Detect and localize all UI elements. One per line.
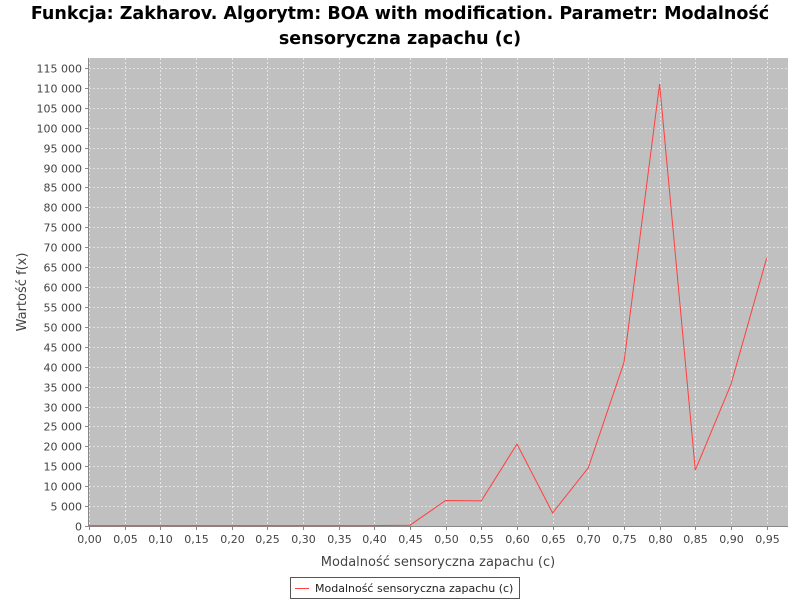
x-tick-label: 0,40 (362, 533, 387, 546)
y-tick-label: 60 000 (44, 282, 83, 295)
y-tick-label: 55 000 (44, 302, 83, 315)
y-tick-label: 100 000 (37, 123, 83, 136)
y-tick-label: 25 000 (44, 421, 83, 434)
x-tick-label: 0,20 (220, 533, 245, 546)
y-tick-label: 70 000 (44, 242, 83, 255)
y-tick-label: 30 000 (44, 402, 83, 415)
axes (88, 58, 788, 527)
y-tick-label: 50 000 (44, 322, 83, 335)
y-axis-ticks: 0 5 000 10 000 15 000 20 000 25 000 30 000 35 0… (37, 63, 89, 534)
x-tick-label: 0,45 (398, 533, 423, 546)
x-tick-label: 0,05 (113, 533, 138, 546)
x-tick-label: 0,95 (755, 533, 780, 546)
y-tick-label: 40 000 (44, 362, 83, 375)
y-tick-label: 115 000 (37, 63, 83, 76)
x-tick-label: 0,85 (683, 533, 708, 546)
y-axis-title: Wartość f(x) (15, 253, 30, 332)
legend-line-swatch (295, 587, 309, 589)
series-layer (89, 83, 768, 527)
x-tick-label: 0,65 (541, 533, 566, 546)
x-tick-label: 0,35 (327, 533, 352, 546)
x-tick-label: 0,00 (77, 533, 102, 546)
y-tick-label: 10 000 (44, 481, 83, 494)
x-tick-label: 0,25 (255, 533, 280, 546)
x-tick-label: 0,55 (469, 533, 494, 546)
x-axis-ticks: 0,00 0,05 0,10 0,15 0,20 0,25 0,30 0,35 0,40 0,45… (77, 526, 780, 546)
grid-lines (89, 58, 788, 527)
legend-label: Modalność sensoryczna zapachu (c) (315, 581, 514, 595)
y-tick-label: 75 000 (44, 222, 83, 235)
y-tick-label: 20 000 (44, 441, 83, 454)
x-tick-label: 0,90 (719, 533, 744, 546)
legend: Modalność sensoryczna zapachu (c) (290, 577, 521, 599)
x-tick-label: 0,50 (434, 533, 459, 546)
plot-area (89, 58, 788, 526)
x-tick-label: 0,80 (648, 533, 673, 546)
y-tick-label: 110 000 (37, 83, 83, 96)
x-tick-label: 0,30 (291, 533, 316, 546)
x-axis-title: Modalność sensoryczna zapachu (c) (321, 555, 555, 570)
x-tick-label: 0,60 (505, 533, 530, 546)
y-tick-label: 90 000 (44, 163, 83, 176)
y-tick-label: 45 000 (44, 342, 83, 355)
y-tick-label: 65 000 (44, 262, 83, 275)
chart-title-line-2: sensoryczna zapachu (c) (278, 29, 522, 49)
y-tick-label: 80 000 (44, 202, 83, 215)
y-tick-label: 85 000 (44, 182, 83, 195)
y-tick-label: 0 (75, 521, 82, 534)
chart-title-line-1: Funkcja: Zakharov. Algorytm: BOA with mo… (30, 4, 770, 24)
x-tick-label: 0,75 (612, 533, 637, 546)
x-tick-label: 0,15 (184, 533, 209, 546)
series-line (89, 83, 768, 527)
y-tick-label: 5 000 (51, 501, 83, 514)
x-tick-label: 0,10 (148, 533, 173, 546)
y-tick-label: 105 000 (37, 103, 83, 116)
y-tick-label: 95 000 (44, 143, 83, 156)
y-tick-label: 15 000 (44, 461, 83, 474)
y-tick-label: 35 000 (44, 382, 83, 395)
x-tick-label: 0,70 (576, 533, 601, 546)
chart-title: Funkcja: Zakharov. Algorytm: BOA with mo… (0, 2, 800, 52)
